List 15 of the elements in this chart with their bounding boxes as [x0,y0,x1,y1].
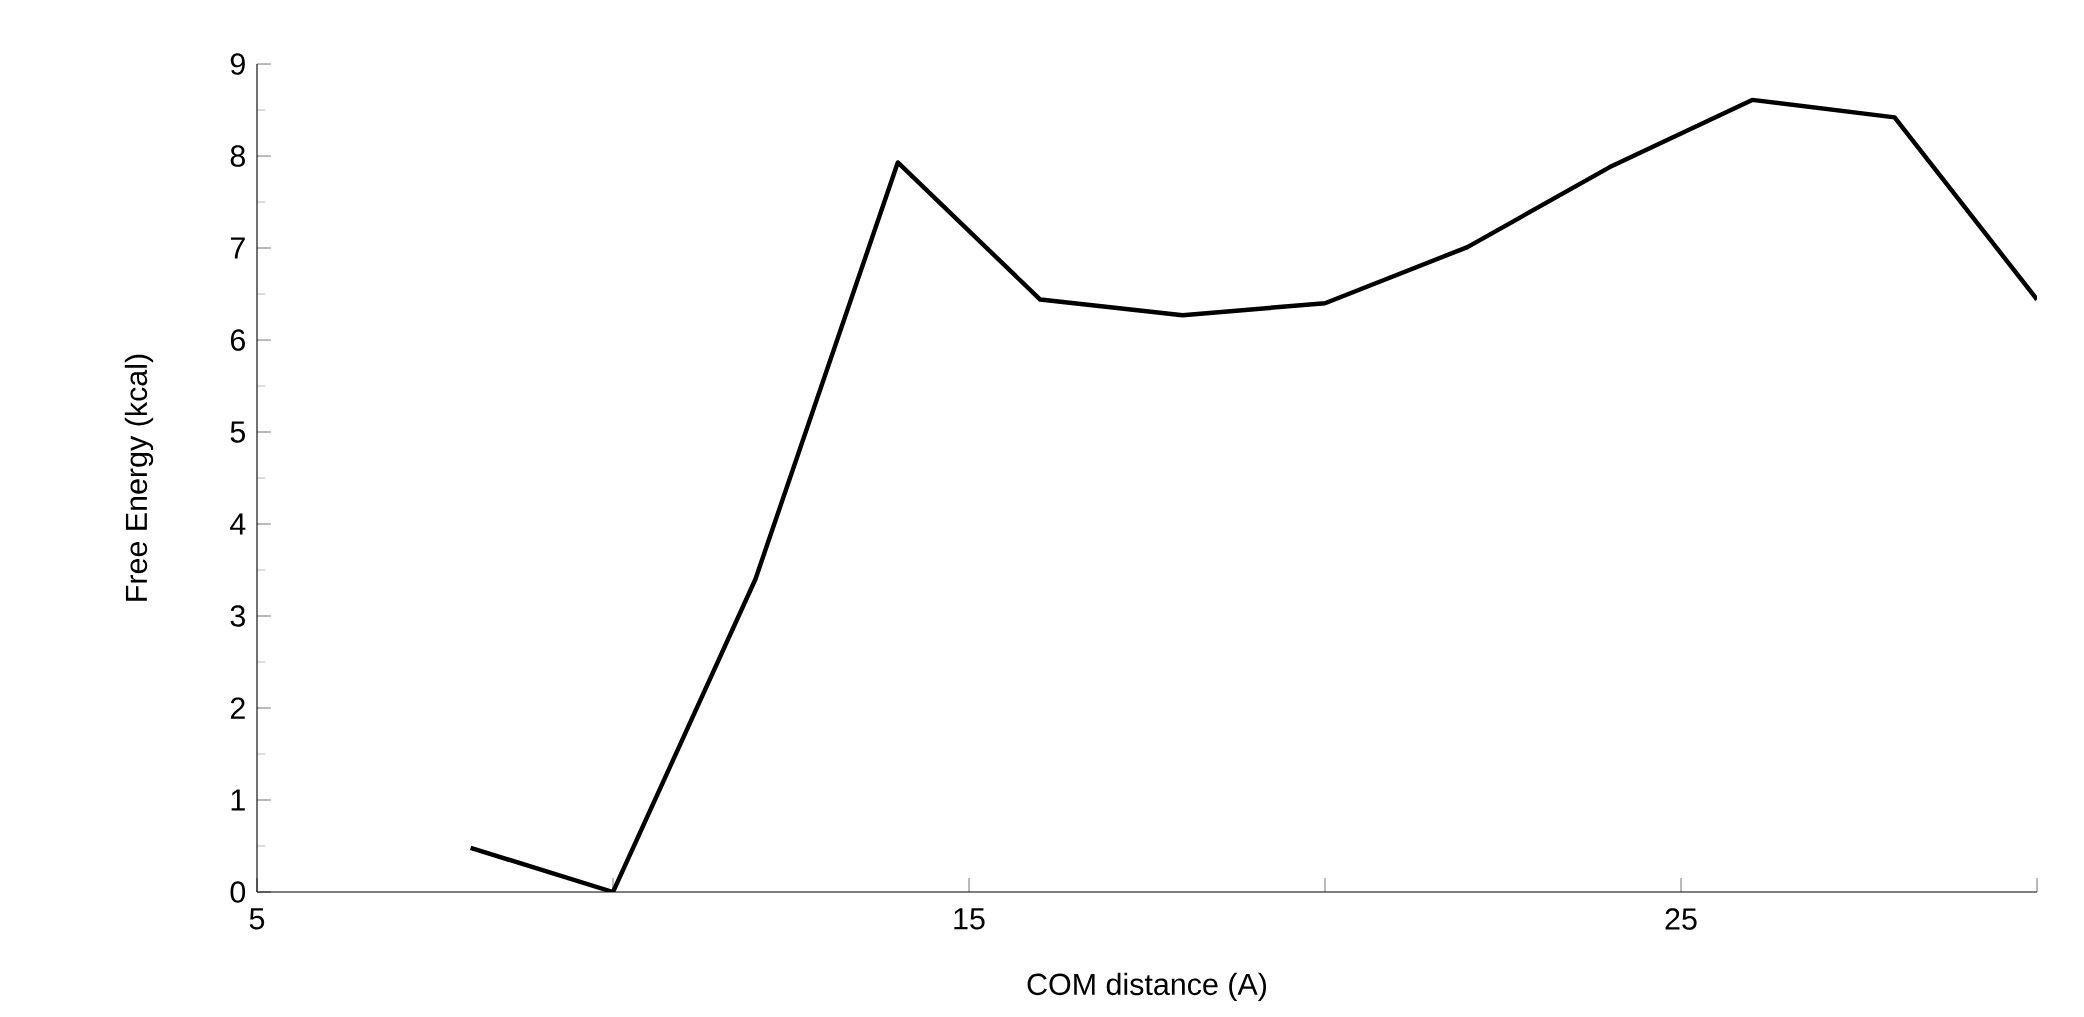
y-tick-label: 1 [231,789,245,811]
x-tick-label: 5 [249,908,265,930]
y-tick-label: 6 [230,329,245,351]
y-tick-label: 4 [230,513,246,535]
y-axis-title: Free Energy (kcal) [124,354,154,601]
y-tick-label: 7 [230,237,245,259]
y-tick-label: 9 [230,53,245,75]
x-tick-label: 15 [954,908,985,930]
y-tick-label: 3 [230,605,245,627]
y-tick-label: 2 [230,697,245,719]
x-tick-label: 25 [1665,908,1697,930]
y-tick-label: 8 [230,145,245,167]
y-tick-label: 5 [230,421,245,443]
y-tick-label: 0 [230,881,246,903]
x-axis-title: COM distance (A) [1027,972,1267,1002]
